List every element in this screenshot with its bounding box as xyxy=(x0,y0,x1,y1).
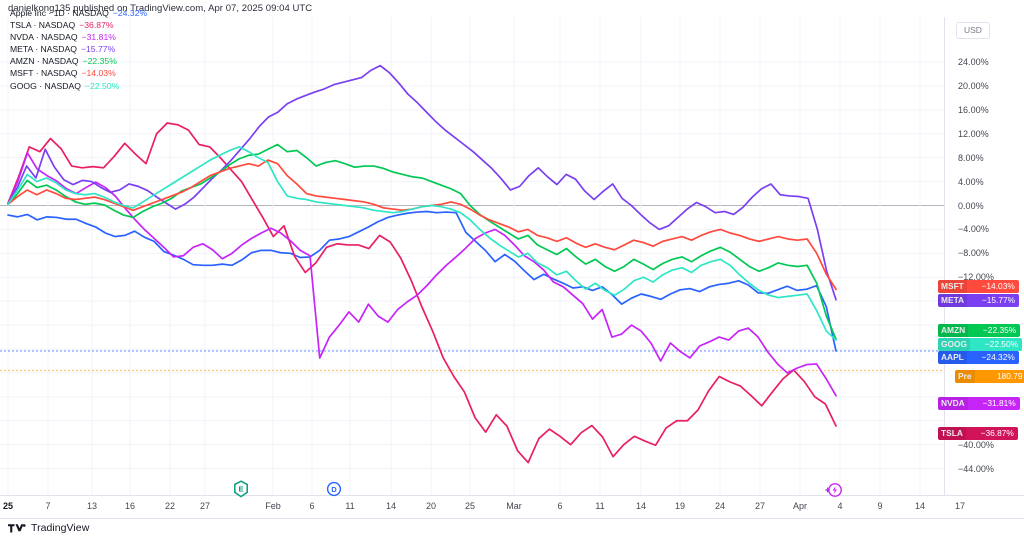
time-tick-label: 20 xyxy=(425,501,437,511)
currency-badge[interactable]: USD xyxy=(956,22,990,39)
price-tag-symbol: AMZN xyxy=(938,324,969,337)
time-tick-label: 14 xyxy=(914,501,926,511)
price-tag-value: −24.32% xyxy=(966,351,1019,364)
price-tag-symbol: NVDA xyxy=(938,397,968,410)
time-tick-label: 14 xyxy=(385,501,397,511)
price-scale-divider xyxy=(944,17,945,495)
svg-text:E: E xyxy=(238,485,243,494)
price-tag-symbol: Pre xyxy=(955,370,975,383)
price-tag-symbol: AAPL xyxy=(938,351,967,364)
series-line-meta[interactable] xyxy=(7,64,837,301)
chart-plot-area[interactable] xyxy=(0,17,1024,495)
price-tick-label: −4.00% xyxy=(958,224,989,235)
series-line-msft[interactable] xyxy=(7,159,837,291)
time-tick-label: 9 xyxy=(877,501,883,511)
price-tick-label: −40.00% xyxy=(958,439,994,450)
earnings-marker-nvda[interactable] xyxy=(824,480,844,505)
price-tick-label: 0.00% xyxy=(958,200,984,211)
time-scale[interactable]: 25 7 13 16 22 27 Feb 6 11 14 20 25 Mar 6 11 14 19 24 27 Apr… xyxy=(0,495,1024,519)
price-scale[interactable]: USD 24.00% 20.00% 16.00% 12.00% 8.00% 4.00% 0.… xyxy=(944,17,1024,495)
price-tag-nvda[interactable]: NVDA −31.81% xyxy=(938,397,1020,410)
price-tag-amzn[interactable]: AMZN −22.35% xyxy=(938,324,1021,337)
price-tag-symbol: MSFT xyxy=(938,280,967,293)
price-tick-label: 16.00% xyxy=(958,104,989,115)
time-tick-label: 13 xyxy=(86,501,98,511)
price-tag-symbol: TSLA xyxy=(938,427,966,440)
price-series-svg xyxy=(0,17,961,495)
time-tick-label: 16 xyxy=(124,501,136,511)
time-tick-label: Feb xyxy=(265,501,281,511)
time-tick-label: 25 xyxy=(464,501,476,511)
price-tag-value: −22.35% xyxy=(968,324,1021,337)
price-tag-meta[interactable]: META −15.77% xyxy=(938,294,1020,307)
svg-text:D: D xyxy=(331,485,337,494)
price-tag-value: −15.77% xyxy=(967,294,1020,307)
price-tag-symbol: META xyxy=(938,294,968,307)
price-tag-pre[interactable]: Pre 180.79 xyxy=(955,370,1024,383)
time-tick-label: 11 xyxy=(345,501,355,511)
time-tick-label: 27 xyxy=(199,501,211,511)
price-tag-value: −36.87% xyxy=(965,427,1018,440)
series-line-aapl[interactable] xyxy=(7,210,837,352)
dividend-icon: D xyxy=(326,481,342,497)
price-tag-value: −22.50% xyxy=(970,338,1023,351)
price-tick-label: 8.00% xyxy=(958,152,984,163)
price-tick-label: 24.00% xyxy=(958,57,989,67)
time-tick-label: 11 xyxy=(595,501,605,511)
time-tick-label: 4 xyxy=(837,501,843,511)
time-tick-label: 19 xyxy=(674,501,686,511)
time-tick-label: 27 xyxy=(754,501,766,511)
time-tick-label: 25 xyxy=(2,501,14,511)
price-tick-label: −8.00% xyxy=(958,248,989,259)
footer-branding: TradingView xyxy=(8,522,89,534)
price-tag-value: −31.81% xyxy=(967,397,1020,410)
price-tick-label: 4.00% xyxy=(958,176,984,187)
time-tick-label: 7 xyxy=(45,501,51,511)
publisher-byline: danielkong135 published on TradingView.c… xyxy=(8,3,313,14)
price-tick-label: 12.00% xyxy=(958,128,989,139)
time-tick-label: 24 xyxy=(714,501,726,511)
price-tag-tsla[interactable]: TSLA −36.87% xyxy=(938,427,1018,440)
series-line-nvda[interactable] xyxy=(7,152,837,397)
price-tick-label: −12.00% xyxy=(958,272,994,283)
dividend-marker[interactable]: D xyxy=(326,480,342,503)
price-tick-label: −44.00% xyxy=(958,463,994,474)
time-tick-label: 6 xyxy=(557,501,563,511)
price-tag-aapl[interactable]: AAPL −24.32% xyxy=(938,351,1019,364)
series-line-tsla[interactable] xyxy=(7,122,837,464)
time-tick-label: 6 xyxy=(309,501,315,511)
series-line-amzn[interactable] xyxy=(7,143,837,340)
price-tag-value: −14.03% xyxy=(966,280,1019,293)
price-tick-label: 20.00% xyxy=(958,80,989,91)
time-tick-label: 17 xyxy=(954,501,966,511)
time-tick-label: 22 xyxy=(164,501,176,511)
price-tag-msft[interactable]: MSFT −14.03% xyxy=(938,280,1019,293)
price-tag-goog[interactable]: GOOG −22.50% xyxy=(938,338,1023,351)
price-tag-symbol: GOOG xyxy=(938,338,971,351)
earnings-icon: E xyxy=(234,480,248,498)
tradingview-wordmark: TradingView xyxy=(31,522,90,534)
earnings-report-icon xyxy=(825,483,842,497)
time-tick-label: 14 xyxy=(635,501,647,511)
earnings-marker-meta[interactable]: E xyxy=(233,480,249,503)
price-tag-value: 180.79 xyxy=(974,370,1024,383)
time-tick-label: Apr xyxy=(792,501,808,511)
time-tick-label: Mar xyxy=(506,501,522,511)
tradingview-logo-icon xyxy=(8,523,26,532)
series-line-goog[interactable] xyxy=(7,146,837,341)
